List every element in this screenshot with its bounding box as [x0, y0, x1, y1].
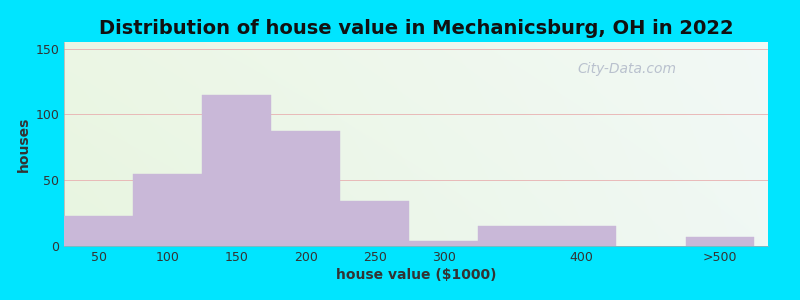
- Bar: [686, 237, 754, 246]
- X-axis label: house value ($1000): house value ($1000): [336, 268, 496, 282]
- Bar: [271, 131, 340, 246]
- Bar: [341, 201, 409, 246]
- Text: City-Data.com: City-Data.com: [578, 61, 677, 76]
- Bar: [134, 174, 202, 246]
- Bar: [202, 94, 270, 246]
- Bar: [478, 226, 616, 246]
- Bar: [64, 216, 133, 246]
- Bar: [410, 241, 478, 246]
- Title: Distribution of house value in Mechanicsburg, OH in 2022: Distribution of house value in Mechanics…: [98, 19, 734, 38]
- Y-axis label: houses: houses: [17, 116, 31, 172]
